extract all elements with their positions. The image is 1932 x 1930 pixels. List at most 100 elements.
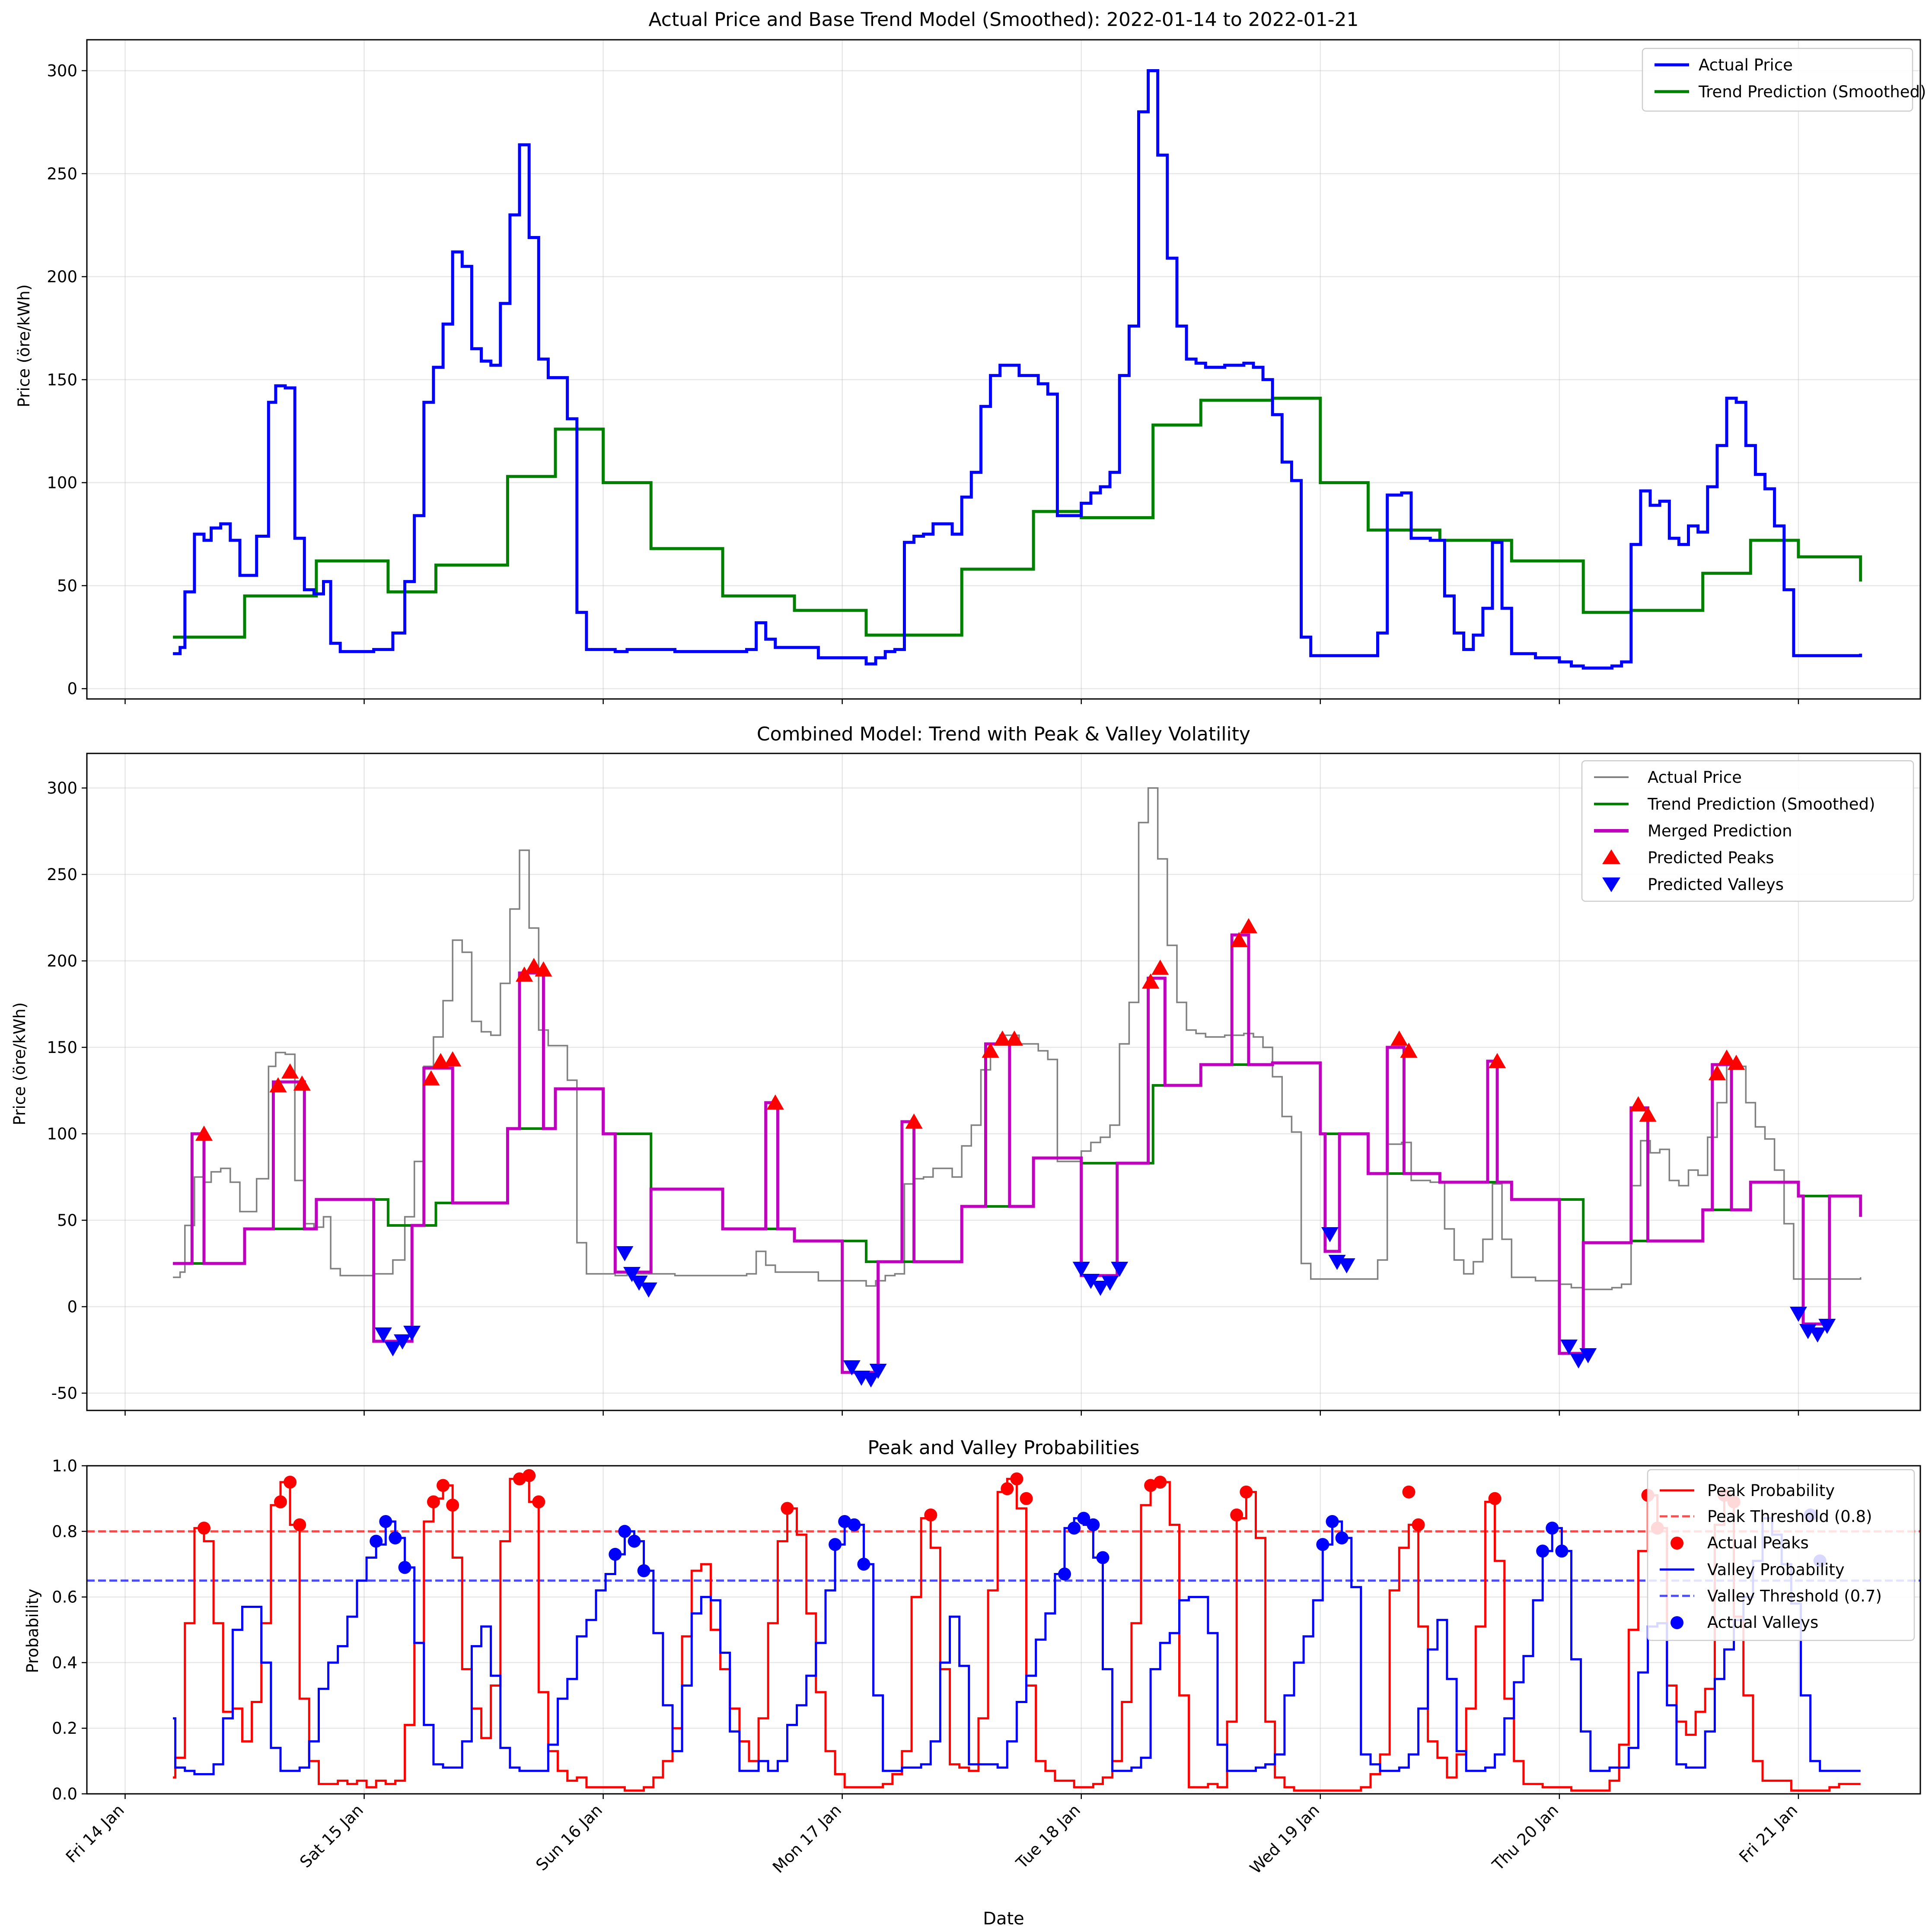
predicted-valley-marker [862, 1372, 880, 1388]
panel2-legend-valley-marker [1602, 877, 1620, 892]
panel1-legend-box [1642, 48, 1913, 112]
actual-valley-point [1058, 1567, 1071, 1581]
panel-combined-model: Combined Model: Trend with Peak & Valley… [10, 723, 1921, 1416]
actual-valley-point [1555, 1544, 1569, 1558]
y-tick-label: 0 [67, 1298, 77, 1316]
panel3-series [87, 1469, 1920, 1792]
actual-peak-point [427, 1495, 440, 1509]
y-tick-label: 150 [47, 1038, 77, 1057]
panel2-legend-actual: Actual Price [1648, 768, 1742, 787]
predicted-valley-marker [640, 1282, 657, 1298]
predicted-peak-marker [525, 958, 543, 973]
predicted-peak-marker [1708, 1065, 1726, 1080]
predicted-peak-marker [281, 1063, 299, 1078]
predicted-peak-marker [1489, 1053, 1506, 1068]
panel1-legend-trend: Trend Prediction (Smoothed) [1698, 83, 1926, 101]
y-tick-label: 0.2 [52, 1719, 77, 1738]
actual-peak-point [293, 1518, 306, 1531]
peak-probability-line [173, 1474, 1861, 1792]
predicted-peak-marker [1151, 960, 1169, 975]
panel1-x-ticks [124, 699, 1799, 704]
predicted-peak-marker [516, 967, 533, 982]
actual-valley-point [1068, 1522, 1081, 1535]
actual-valley-point [1316, 1538, 1329, 1551]
actual-valley-point [609, 1547, 622, 1561]
actual-valley-point [379, 1515, 392, 1528]
predicted-peak-marker [982, 1043, 999, 1058]
panel3-legend-valley-dot [1671, 1616, 1683, 1629]
actual-valley-point [637, 1564, 650, 1577]
actual-valley-point [1536, 1544, 1549, 1558]
predicted-valley-marker [1101, 1276, 1119, 1291]
predicted-peak-marker [293, 1075, 311, 1091]
y-tick-label: 200 [47, 952, 77, 970]
predicted-valley-marker [1111, 1262, 1129, 1277]
panel3-ylabel: Probability [23, 1589, 42, 1673]
actual-peak-point [198, 1522, 211, 1535]
y-tick-label: 150 [47, 370, 77, 389]
predicted-peak-marker [444, 1051, 462, 1066]
panel2-y-ticks: -50 0 50 100 150 200 250 300 [47, 779, 87, 1403]
predicted-peak-marker [994, 1030, 1011, 1046]
panel1-series [173, 69, 1862, 670]
panel1-legend-actual: Actual Price [1699, 56, 1793, 74]
panel3-legend-box [1647, 1469, 1915, 1641]
predicted-peak-marker [195, 1126, 213, 1141]
panel3-y-ticks: 0.0 0.2 0.4 0.6 0.8 1.0 [52, 1457, 87, 1803]
valley-probability-line [173, 1517, 1861, 1775]
panel2-title: Combined Model: Trend with Peak & Valley… [757, 723, 1250, 745]
actual-peak-point [284, 1475, 297, 1489]
y-tick-label: 100 [47, 1125, 77, 1143]
actual-peak-point [1020, 1492, 1033, 1505]
panel-price-trend: Actual Price and Base Trend Model (Smoot… [15, 9, 1926, 704]
predicted-peak-marker [766, 1094, 784, 1110]
y-tick-label: 0.0 [52, 1785, 77, 1803]
predicted-valley-marker [394, 1334, 411, 1349]
actual-peak-point [1240, 1485, 1253, 1499]
predicted-valley-marker [1809, 1327, 1827, 1343]
predicted-valley-marker [1570, 1353, 1588, 1369]
predicted-valley-marker [1091, 1281, 1109, 1296]
actual-valley-point [618, 1525, 631, 1538]
actual-peak-point [446, 1499, 459, 1512]
actual-peak-point [1488, 1492, 1502, 1505]
predicted-peak-marker [1728, 1055, 1745, 1070]
panel1-grid [87, 40, 1920, 699]
predicted-valley-marker [1321, 1227, 1339, 1242]
predicted-valley-marker [1560, 1340, 1578, 1355]
predicted-valley-marker [630, 1276, 648, 1291]
actual-valley-point [1326, 1515, 1339, 1528]
y-tick-label: 0.6 [52, 1588, 77, 1607]
y-tick-label: 250 [47, 165, 77, 183]
actual-peak-point [781, 1502, 794, 1515]
panel3-legend-peak-threshold: Peak Threshold (0.8) [1707, 1507, 1872, 1526]
panel3-legend-valley-probability: Valley Probability [1707, 1560, 1845, 1579]
actual-valley-point [857, 1557, 870, 1571]
predicted-valley-marker [1789, 1307, 1807, 1322]
panel3-legend-valley-threshold: Valley Threshold (0.7) [1707, 1587, 1882, 1605]
actual-valley-point [1335, 1531, 1349, 1544]
panel2-legend-box [1581, 760, 1914, 902]
predicted-valley-marker [1579, 1348, 1597, 1363]
panel2-x-ticks [124, 1410, 1799, 1416]
panel3-legend: Peak Probability Peak Threshold (0.8) Ac… [1647, 1469, 1915, 1641]
predicted-peak-marker [1400, 1043, 1418, 1058]
panel1-y-ticks: 0 50 100 150 200 250 300 [47, 61, 87, 698]
predicted-peak-marker [535, 961, 552, 976]
x-axis-label: Date [983, 1909, 1024, 1929]
predicted-valley-marker [869, 1364, 887, 1379]
panel2-frame [86, 753, 1921, 1411]
y-tick-label: 50 [57, 1211, 77, 1230]
panel1-title: Actual Price and Base Trend Model (Smoot… [648, 9, 1358, 31]
y-tick-label: 100 [47, 474, 77, 492]
predicted-valley-marker [623, 1267, 641, 1282]
y-tick-label: 1.0 [52, 1457, 77, 1475]
panel2-legend-trend: Trend Prediction (Smoothed) [1647, 795, 1875, 813]
predicted-valley-marker [384, 1341, 402, 1356]
predicted-valley-marker [374, 1327, 392, 1343]
panel3-legend-actual-peaks: Actual Peaks [1707, 1534, 1809, 1552]
predicted-peak-marker [1142, 973, 1160, 989]
predicted-peak-marker [1230, 932, 1248, 947]
actual-peak-point [1402, 1485, 1416, 1499]
